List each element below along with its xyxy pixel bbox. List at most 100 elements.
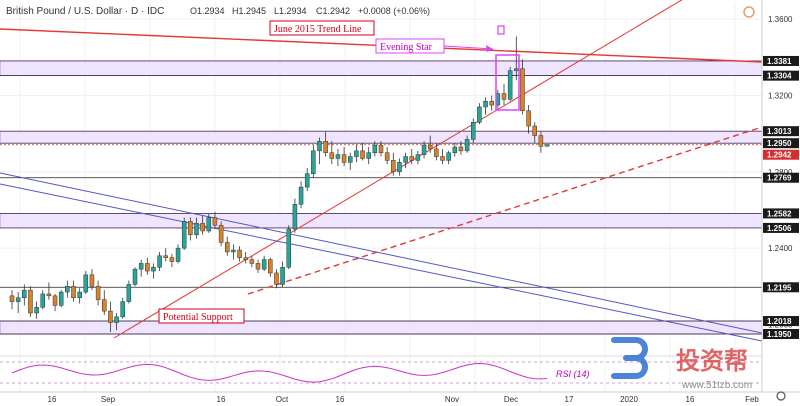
candle-body [83, 274, 89, 293]
candle-body [237, 249, 242, 258]
trend-line-label: June 2015 Trend Line [274, 24, 362, 35]
level-tag-label: 1.2506 [767, 224, 792, 233]
date-axis: 16 Sep 16 Oct 16 Nov Dec 17 2020 16 Feb [0, 391, 800, 404]
candle-body [52, 295, 58, 306]
candle-body [243, 257, 248, 260]
candle-body [268, 259, 273, 274]
candle-body [163, 255, 168, 258]
current-price-tag [763, 149, 799, 160]
rising-trend-line [113, 0, 683, 339]
candle-body [421, 144, 427, 155]
level-tag [763, 316, 799, 327]
candle-body [471, 121, 476, 140]
sr-zone [0, 213, 763, 229]
candle-body [477, 106, 482, 123]
candle-body [151, 266, 156, 272]
potential-support-label: Potential Support [163, 312, 233, 323]
evening-star-box [495, 54, 520, 111]
candle-body [9, 295, 15, 302]
y-tick-label: 1.2800 [768, 168, 793, 177]
level-tag [763, 222, 799, 233]
candle-body [514, 68, 519, 71]
candle-body [335, 154, 341, 159]
candle-body [544, 144, 550, 147]
candle-body [298, 186, 304, 205]
candle-body [40, 293, 45, 308]
candle-body [446, 152, 451, 161]
candle-body [71, 286, 76, 299]
candle-body [255, 263, 261, 270]
chart-header-low: L1.2934 [274, 6, 307, 16]
candle-body [341, 154, 347, 163]
candle-body [507, 70, 513, 100]
settings-gear-icon[interactable] [776, 391, 786, 401]
channel-line-lower [0, 183, 763, 342]
chart-header-change: +0.0008 (+0.06%) [358, 6, 430, 16]
date-tick-label: Dec [504, 395, 518, 404]
alert-clock-icon[interactable] [743, 6, 755, 18]
level-tag [763, 55, 799, 66]
date-tick-label: 16 [48, 395, 57, 404]
candle-body [58, 291, 64, 306]
candle-body [526, 110, 531, 127]
candle-body [274, 272, 279, 285]
candle-body [483, 100, 488, 108]
watermark-url: www.51tzb.com [681, 380, 752, 391]
channel-line-upper [0, 172, 763, 334]
candle-body [126, 284, 132, 302]
evening-star-annotation: Evening Star [375, 38, 494, 54]
level-tag [763, 282, 799, 293]
candle-body [397, 162, 402, 173]
level-tag-label: 1.3304 [767, 72, 792, 81]
trend-line-annotation: June 2015 Trend Line [269, 20, 375, 36]
candle-body [378, 144, 384, 153]
candle-body [22, 289, 27, 299]
candle-body [181, 221, 187, 249]
candle-body [304, 173, 310, 188]
date-tick-label: 17 [565, 395, 574, 404]
candle-body [46, 293, 52, 297]
candle-body [132, 268, 138, 285]
candle-body [120, 301, 125, 318]
evening-star-label: Evening Star [380, 42, 433, 53]
candle-body [415, 154, 421, 161]
candle-body [218, 224, 224, 243]
candle-body [311, 150, 316, 174]
level-tag-label: 1.3381 [767, 57, 792, 66]
date-tick-label: Oct [276, 395, 289, 404]
date-tick-label: 2020 [620, 395, 638, 404]
candle-body [206, 217, 212, 232]
price-axis: 1.36001.32001.28001.24001.20001.33811.33… [761, 0, 800, 406]
candle-body [440, 156, 445, 161]
pattern-boxes [495, 25, 520, 111]
sr-zone [0, 60, 763, 77]
date-tick-label: 16 [336, 395, 345, 404]
candle-body [261, 259, 267, 270]
candle-body [452, 146, 458, 153]
candle-body [194, 223, 199, 236]
candle-body [434, 148, 439, 157]
level-tag-label: 1.2018 [767, 317, 792, 326]
candle-body [231, 249, 236, 253]
candle-body [348, 156, 353, 163]
sr-zone [0, 320, 763, 335]
candle-body [403, 156, 408, 163]
candle-body [391, 160, 396, 173]
candle-body [249, 259, 255, 264]
candle-body [65, 286, 70, 293]
chart-header-high: H1.2945 [232, 6, 266, 16]
y-tick-label: 1.3600 [768, 15, 793, 24]
candle-body [102, 299, 107, 312]
potential-support-annotation: Potential Support [158, 308, 245, 324]
candles [9, 36, 550, 333]
date-tick-label: Sep [101, 395, 116, 404]
candle-body [280, 266, 285, 285]
chart-header-open: O1.2934 [190, 6, 225, 16]
candle-body [169, 257, 175, 262]
candle-body [157, 255, 162, 268]
candle-body [89, 274, 95, 287]
date-tick-label: 16 [217, 395, 226, 404]
candle-body [323, 141, 328, 153]
level-tag-label: 1.2195 [767, 283, 792, 292]
